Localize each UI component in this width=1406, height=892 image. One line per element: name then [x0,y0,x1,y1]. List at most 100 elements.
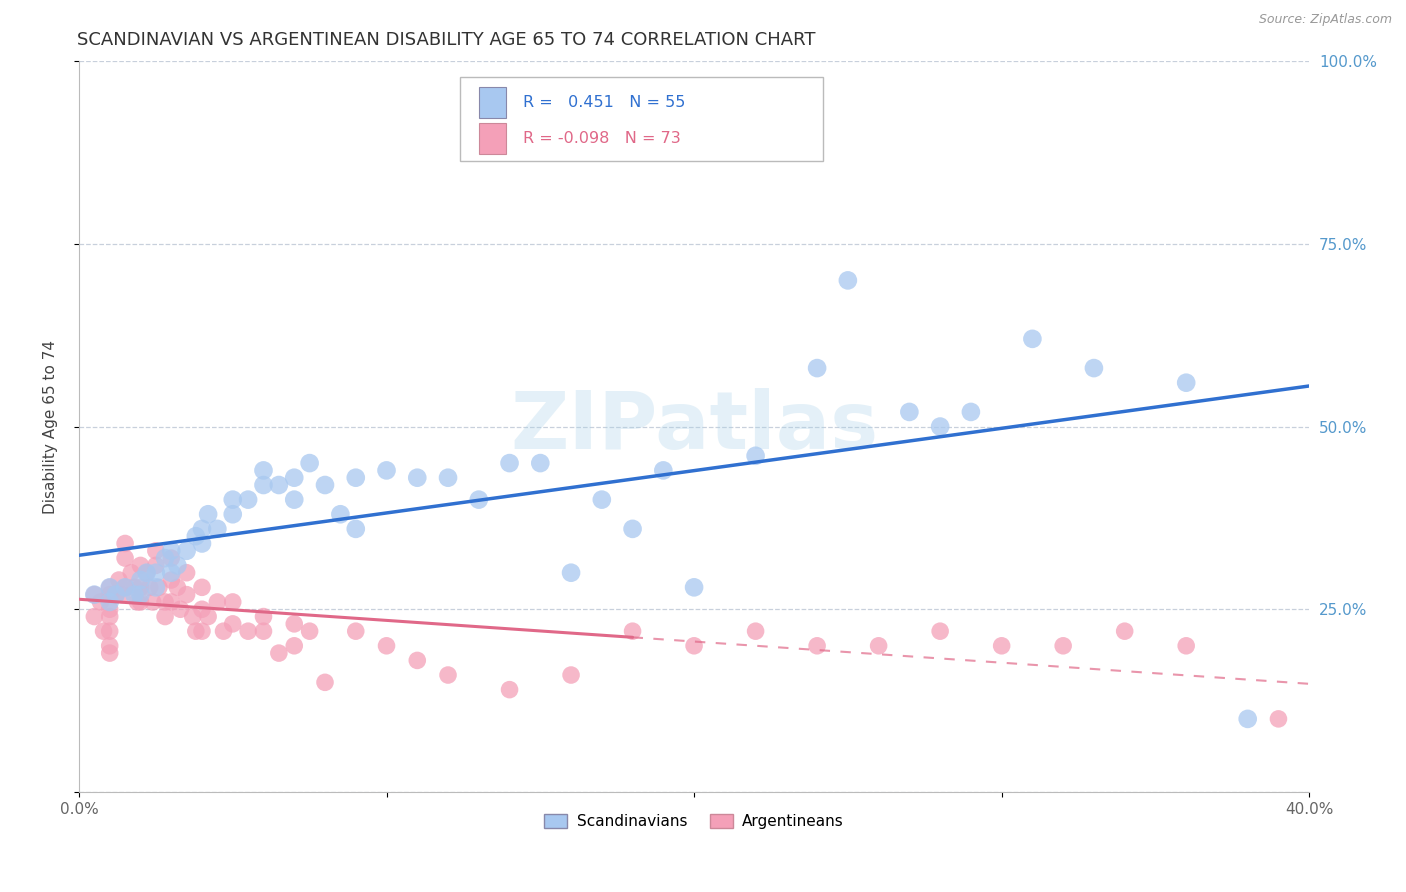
Point [283,639,305,653]
Point [148,580,170,594]
Y-axis label: Disability Age 65 to 74: Disability Age 65 to 74 [44,340,58,514]
Point [1052,639,1074,653]
Point [1175,639,1198,653]
Text: ZIPatlas: ZIPatlas [510,387,879,466]
Point [184,529,207,543]
Point [252,478,274,492]
Point [329,508,352,522]
Point [114,536,136,550]
Point [166,580,188,594]
Point [160,551,183,566]
Point [375,463,398,477]
Point [197,609,219,624]
Point [744,449,766,463]
FancyBboxPatch shape [479,123,506,153]
Point [207,595,229,609]
Point [124,588,146,602]
Point [560,566,582,580]
Point [283,471,305,485]
Point [145,543,167,558]
Point [120,566,142,580]
Point [114,580,136,594]
Point [837,273,859,287]
Point [437,668,460,682]
Point [191,602,214,616]
Point [191,522,214,536]
Point [929,624,952,639]
Text: Source: ZipAtlas.com: Source: ZipAtlas.com [1258,13,1392,27]
Point [898,405,921,419]
Point [83,588,105,602]
Point [298,456,321,470]
Point [98,646,121,660]
Point [960,405,983,419]
Point [160,573,183,587]
Text: R = -0.098   N = 73: R = -0.098 N = 73 [523,131,681,146]
Point [98,580,121,594]
Point [212,624,235,639]
Point [145,580,167,594]
Point [138,580,160,594]
Point [129,588,152,602]
Point [498,682,520,697]
Point [127,595,149,609]
Point [83,609,105,624]
Point [169,602,191,616]
Point [236,492,259,507]
Point [83,588,105,602]
Point [437,471,460,485]
Point [1083,361,1105,376]
Point [344,624,367,639]
Point [98,602,121,616]
Point [145,558,167,573]
Point [98,595,121,609]
Point [222,508,245,522]
Point [683,580,706,594]
Point [591,492,613,507]
Point [1175,376,1198,390]
Point [1236,712,1258,726]
Point [652,463,675,477]
Point [744,624,766,639]
Point [222,492,245,507]
FancyBboxPatch shape [479,87,506,118]
Point [344,522,367,536]
Point [1267,712,1289,726]
Point [529,456,551,470]
Point [468,492,491,507]
Point [166,558,188,573]
Point [153,609,176,624]
Point [406,471,429,485]
Point [498,456,520,470]
Point [283,492,305,507]
Point [98,624,121,639]
Legend: Scandinavians, Argentineans: Scandinavians, Argentineans [538,808,849,836]
Point [406,653,429,667]
Point [990,639,1012,653]
Point [222,595,245,609]
Point [129,580,152,594]
Point [806,639,828,653]
Point [93,624,115,639]
Point [283,616,305,631]
Point [252,624,274,639]
Point [621,522,644,536]
Point [114,580,136,594]
Point [160,566,183,580]
Point [806,361,828,376]
Text: SCANDINAVIAN VS ARGENTINEAN DISABILITY AGE 65 TO 74 CORRELATION CHART: SCANDINAVIAN VS ARGENTINEAN DISABILITY A… [77,31,815,49]
FancyBboxPatch shape [460,78,824,161]
Point [929,419,952,434]
Point [160,543,183,558]
Point [236,624,259,639]
Point [267,646,290,660]
Point [89,595,111,609]
Point [252,609,274,624]
Point [176,543,198,558]
Point [153,595,176,609]
Point [222,616,245,631]
Point [1114,624,1136,639]
Point [108,573,131,587]
Text: R =   0.451   N = 55: R = 0.451 N = 55 [523,95,686,110]
Point [207,522,229,536]
